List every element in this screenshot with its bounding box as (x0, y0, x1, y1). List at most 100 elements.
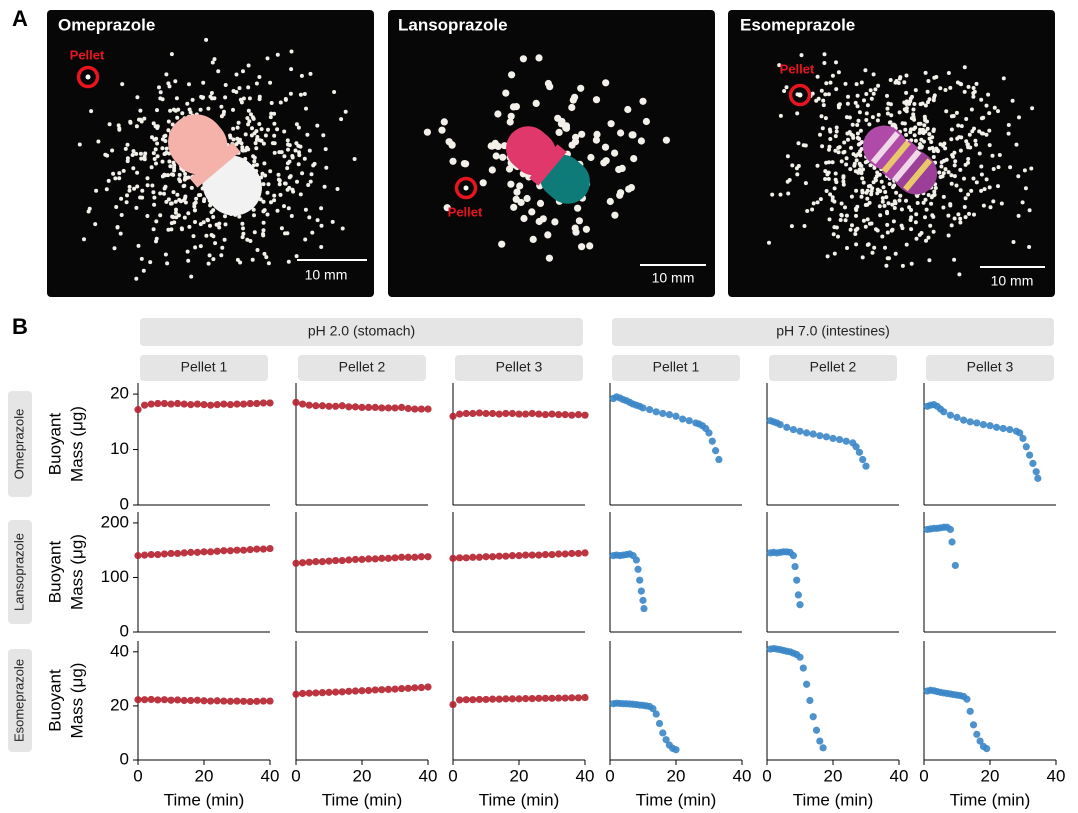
pellet-dot (134, 277, 138, 281)
pellet-dot (790, 163, 794, 167)
pellet-dot (968, 146, 972, 150)
data-point (810, 430, 817, 437)
y-axis-label: Buoyant (45, 413, 64, 476)
data-point (418, 684, 425, 691)
x-tick-label: 20 (824, 766, 843, 785)
pellet-dot (268, 81, 272, 85)
pellet-dot (816, 200, 820, 204)
pellet-strip-label: Pellet 3 (496, 359, 543, 375)
data-point (496, 553, 503, 560)
pellet-dot (513, 189, 520, 196)
data-point (967, 708, 974, 715)
data-point (535, 551, 542, 558)
pellet-dot (241, 232, 245, 236)
data-point (134, 552, 141, 559)
data-point (372, 404, 379, 411)
pellet-dot (252, 213, 256, 217)
pellet-dot (208, 253, 212, 257)
pellet-dot (146, 176, 150, 180)
pellet-dot (508, 71, 515, 78)
pellet-dot (979, 165, 983, 169)
pellet-dot (289, 174, 293, 178)
pellet-dot (985, 177, 989, 181)
data-point (1029, 460, 1036, 467)
pellet-dot (172, 169, 176, 173)
condition-label: pH 7.0 (intestines) (776, 323, 890, 339)
data-point (535, 695, 542, 702)
data-point (555, 694, 562, 701)
pellet-dot (949, 137, 953, 141)
pellet-dot (510, 204, 517, 211)
pellet-dot (266, 128, 270, 132)
pellet-dot (837, 70, 841, 74)
pellet-dot (832, 232, 836, 236)
pellet-dot (910, 262, 914, 266)
pellet-dot (986, 93, 990, 97)
data-point (575, 411, 582, 418)
pellet-dot (309, 72, 313, 76)
data-point (391, 686, 398, 693)
x-axis-label: Time (min) (636, 790, 717, 809)
data-point (352, 403, 359, 410)
data-point (859, 456, 866, 463)
data-point (1019, 435, 1026, 442)
pellet-dot (186, 250, 190, 254)
scale-bar-label: 10 mm (991, 273, 1034, 289)
pellet-dot (186, 211, 190, 215)
pellet-dot (140, 257, 144, 261)
pellet-dot (220, 246, 224, 250)
pellet-dot (602, 79, 609, 86)
pellet-dot (211, 257, 215, 261)
pellet-dot (866, 217, 870, 221)
data-point (829, 435, 836, 442)
data-point (800, 664, 807, 671)
pellet-dot (844, 163, 848, 167)
pellet-dot (256, 248, 260, 252)
pellet-dot (615, 166, 622, 173)
pellet-dot (117, 123, 121, 127)
pellet-dot (1028, 208, 1032, 212)
data-point (200, 697, 207, 704)
data-point (1034, 475, 1041, 482)
pellet-dot (845, 246, 849, 250)
pellet-dot (199, 95, 203, 99)
pellet-dot (853, 232, 857, 236)
pellet-dot (290, 214, 294, 218)
pellet-dot (131, 166, 135, 170)
pellet-dot (251, 154, 255, 158)
pellet-dot (1027, 245, 1031, 249)
pellet-dot (820, 114, 824, 118)
y-axis-label: Buoyant (45, 541, 64, 604)
pellet-dot (151, 190, 155, 194)
pellet-dot (955, 184, 959, 188)
data-point (456, 696, 463, 703)
x-tick-label: 20 (195, 766, 214, 785)
pellet-dot (295, 254, 299, 258)
pellet-dot (883, 246, 887, 250)
data-point (187, 697, 194, 704)
pellet-dot (861, 168, 865, 172)
pellet-dot (324, 166, 328, 170)
data-point (161, 400, 168, 407)
pellet-dot (305, 133, 309, 137)
pellet-dot (280, 150, 284, 154)
pellet-dot (956, 212, 960, 216)
pellet-dot (833, 252, 837, 256)
pellet-dot (827, 177, 831, 181)
data-point (266, 399, 273, 406)
data-point (345, 688, 352, 695)
pellet-dot (630, 155, 637, 162)
pellet-dot (930, 135, 934, 139)
pellet-dot (578, 243, 585, 250)
pellet-dot (846, 102, 850, 106)
pellet-dot (947, 170, 951, 174)
pellet-dot (850, 195, 854, 199)
pellet-dot (822, 103, 826, 107)
pellet-dot (204, 234, 208, 238)
pellet-dot (128, 120, 132, 124)
pellet-dot (628, 184, 635, 191)
pellet-dot (105, 187, 109, 191)
pellet-dot (978, 152, 982, 156)
pellet-dot (955, 137, 959, 141)
pellet-dot (277, 173, 281, 177)
